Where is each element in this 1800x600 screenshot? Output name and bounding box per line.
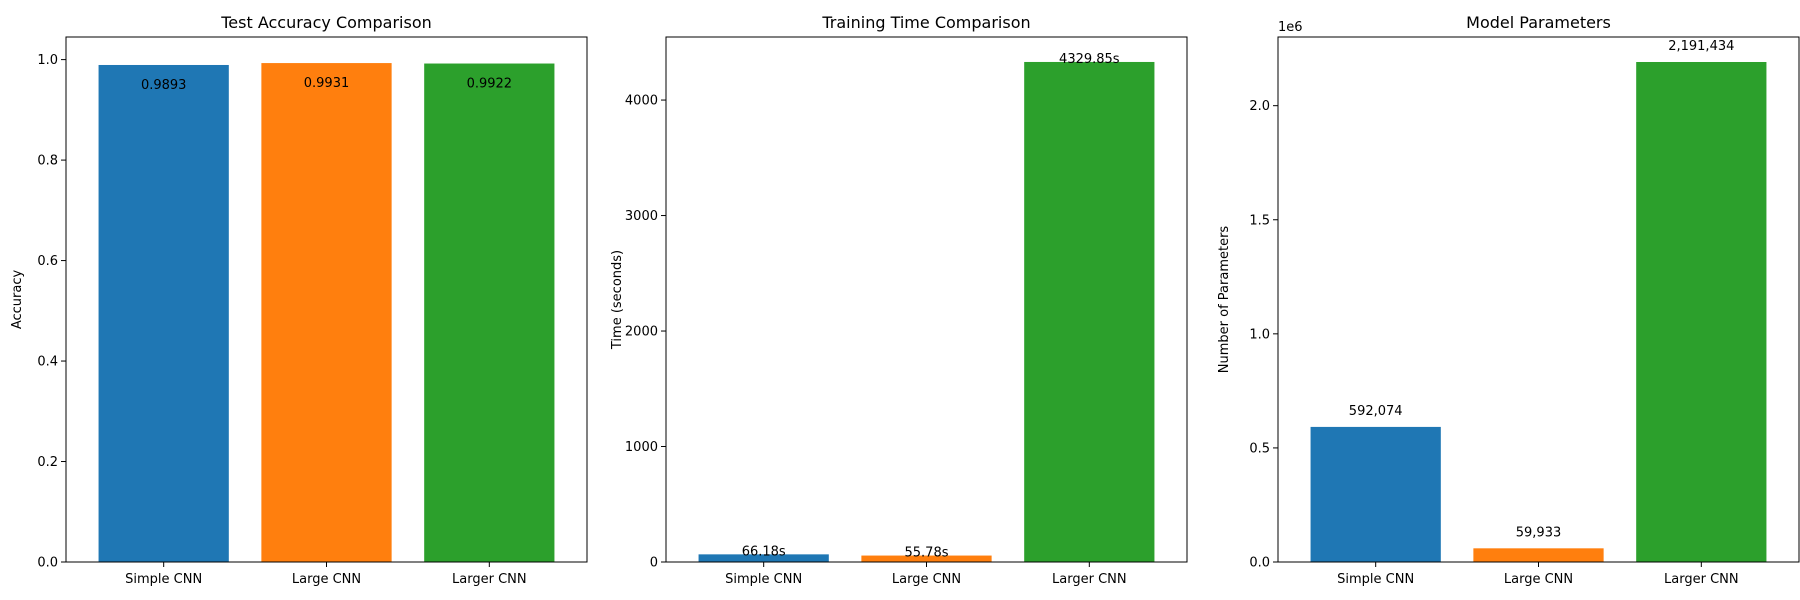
data-label-1: 66.18s bbox=[742, 544, 786, 559]
y-axis-label: Accuracy bbox=[10, 270, 25, 330]
x-tick-label: Simple CNN bbox=[125, 572, 202, 587]
y-tick-label: 3000 bbox=[625, 209, 658, 224]
x-tick-label: Larger CNN bbox=[1052, 572, 1127, 587]
y-tick-label: 0.0 bbox=[37, 556, 58, 571]
y-axis-label: Number of Parameters bbox=[1217, 226, 1232, 374]
y-tick-label: 1.0 bbox=[1249, 327, 1270, 342]
bar-2 bbox=[1473, 548, 1604, 562]
y-tick-label: 4000 bbox=[625, 94, 658, 109]
y-tick-label: 0.4 bbox=[37, 355, 58, 370]
y-tick-label: 0.6 bbox=[37, 254, 58, 269]
x-tick-label: Large CNN bbox=[892, 572, 961, 587]
y-tick-label: 2.0 bbox=[1249, 99, 1270, 114]
bar-1 bbox=[698, 554, 829, 562]
y-tick-label: 1.5 bbox=[1249, 213, 1270, 228]
bar-1 bbox=[98, 64, 229, 563]
y-tick-label: 0.8 bbox=[37, 154, 58, 169]
chart-title: Training Time Comparison bbox=[821, 13, 1030, 32]
data-label-1: 592,074 bbox=[1349, 404, 1403, 419]
y-tick-label: 0.2 bbox=[37, 455, 58, 470]
chart-title: Model Parameters bbox=[1466, 13, 1611, 32]
y-tick-label: 2000 bbox=[625, 325, 658, 340]
chart-panel-2: 66.18s 55.78s 4329.85s 0 1000 2000 3000 4000 Sim… bbox=[610, 13, 1188, 587]
y-tick-label: 0.0 bbox=[1249, 556, 1270, 571]
data-label-3: 2,191,434 bbox=[1668, 39, 1734, 54]
chart-panel-1: 0.9893 0.9931 0.9922 0.0 0.2 0.4 0.6 0.8 1.0 Simp… bbox=[10, 13, 588, 587]
x-tick-label: Simple CNN bbox=[1337, 572, 1414, 587]
y-tick-label: 1000 bbox=[625, 440, 658, 455]
y-tick-label: 1.0 bbox=[37, 53, 58, 68]
bar-1 bbox=[1310, 426, 1441, 562]
y-tick-label: 0.5 bbox=[1249, 441, 1270, 456]
data-label-2: 0.9931 bbox=[304, 76, 350, 91]
bar-2 bbox=[861, 555, 992, 562]
bar-3 bbox=[424, 63, 555, 563]
x-tick-label: Large CNN bbox=[1504, 572, 1573, 587]
data-label-3: 4329.85s bbox=[1059, 52, 1120, 67]
bar-3 bbox=[1636, 61, 1767, 563]
chart-panel-3: 592,074 59,933 2,191,434 0.0 0.5 1.0 1.5 2.0 Sim… bbox=[1217, 13, 1800, 587]
y-axis-label: Time (seconds) bbox=[610, 250, 625, 350]
x-tick-label: Large CNN bbox=[292, 572, 361, 587]
bar-2 bbox=[261, 63, 392, 563]
y-offset-label: 1e6 bbox=[1278, 20, 1303, 35]
chart-title: Test Accuracy Comparison bbox=[220, 13, 432, 32]
y-tick-label: 0 bbox=[650, 556, 658, 571]
x-tick-label: Larger CNN bbox=[1664, 572, 1739, 587]
data-label-3: 0.9922 bbox=[467, 77, 513, 92]
x-tick-label: Larger CNN bbox=[452, 572, 527, 587]
x-tick-label: Simple CNN bbox=[725, 572, 802, 587]
bar-3 bbox=[1024, 61, 1155, 562]
data-label-2: 59,933 bbox=[1516, 525, 1562, 540]
data-label-1: 0.9893 bbox=[141, 78, 187, 93]
data-label-2: 55.78s bbox=[905, 546, 949, 561]
